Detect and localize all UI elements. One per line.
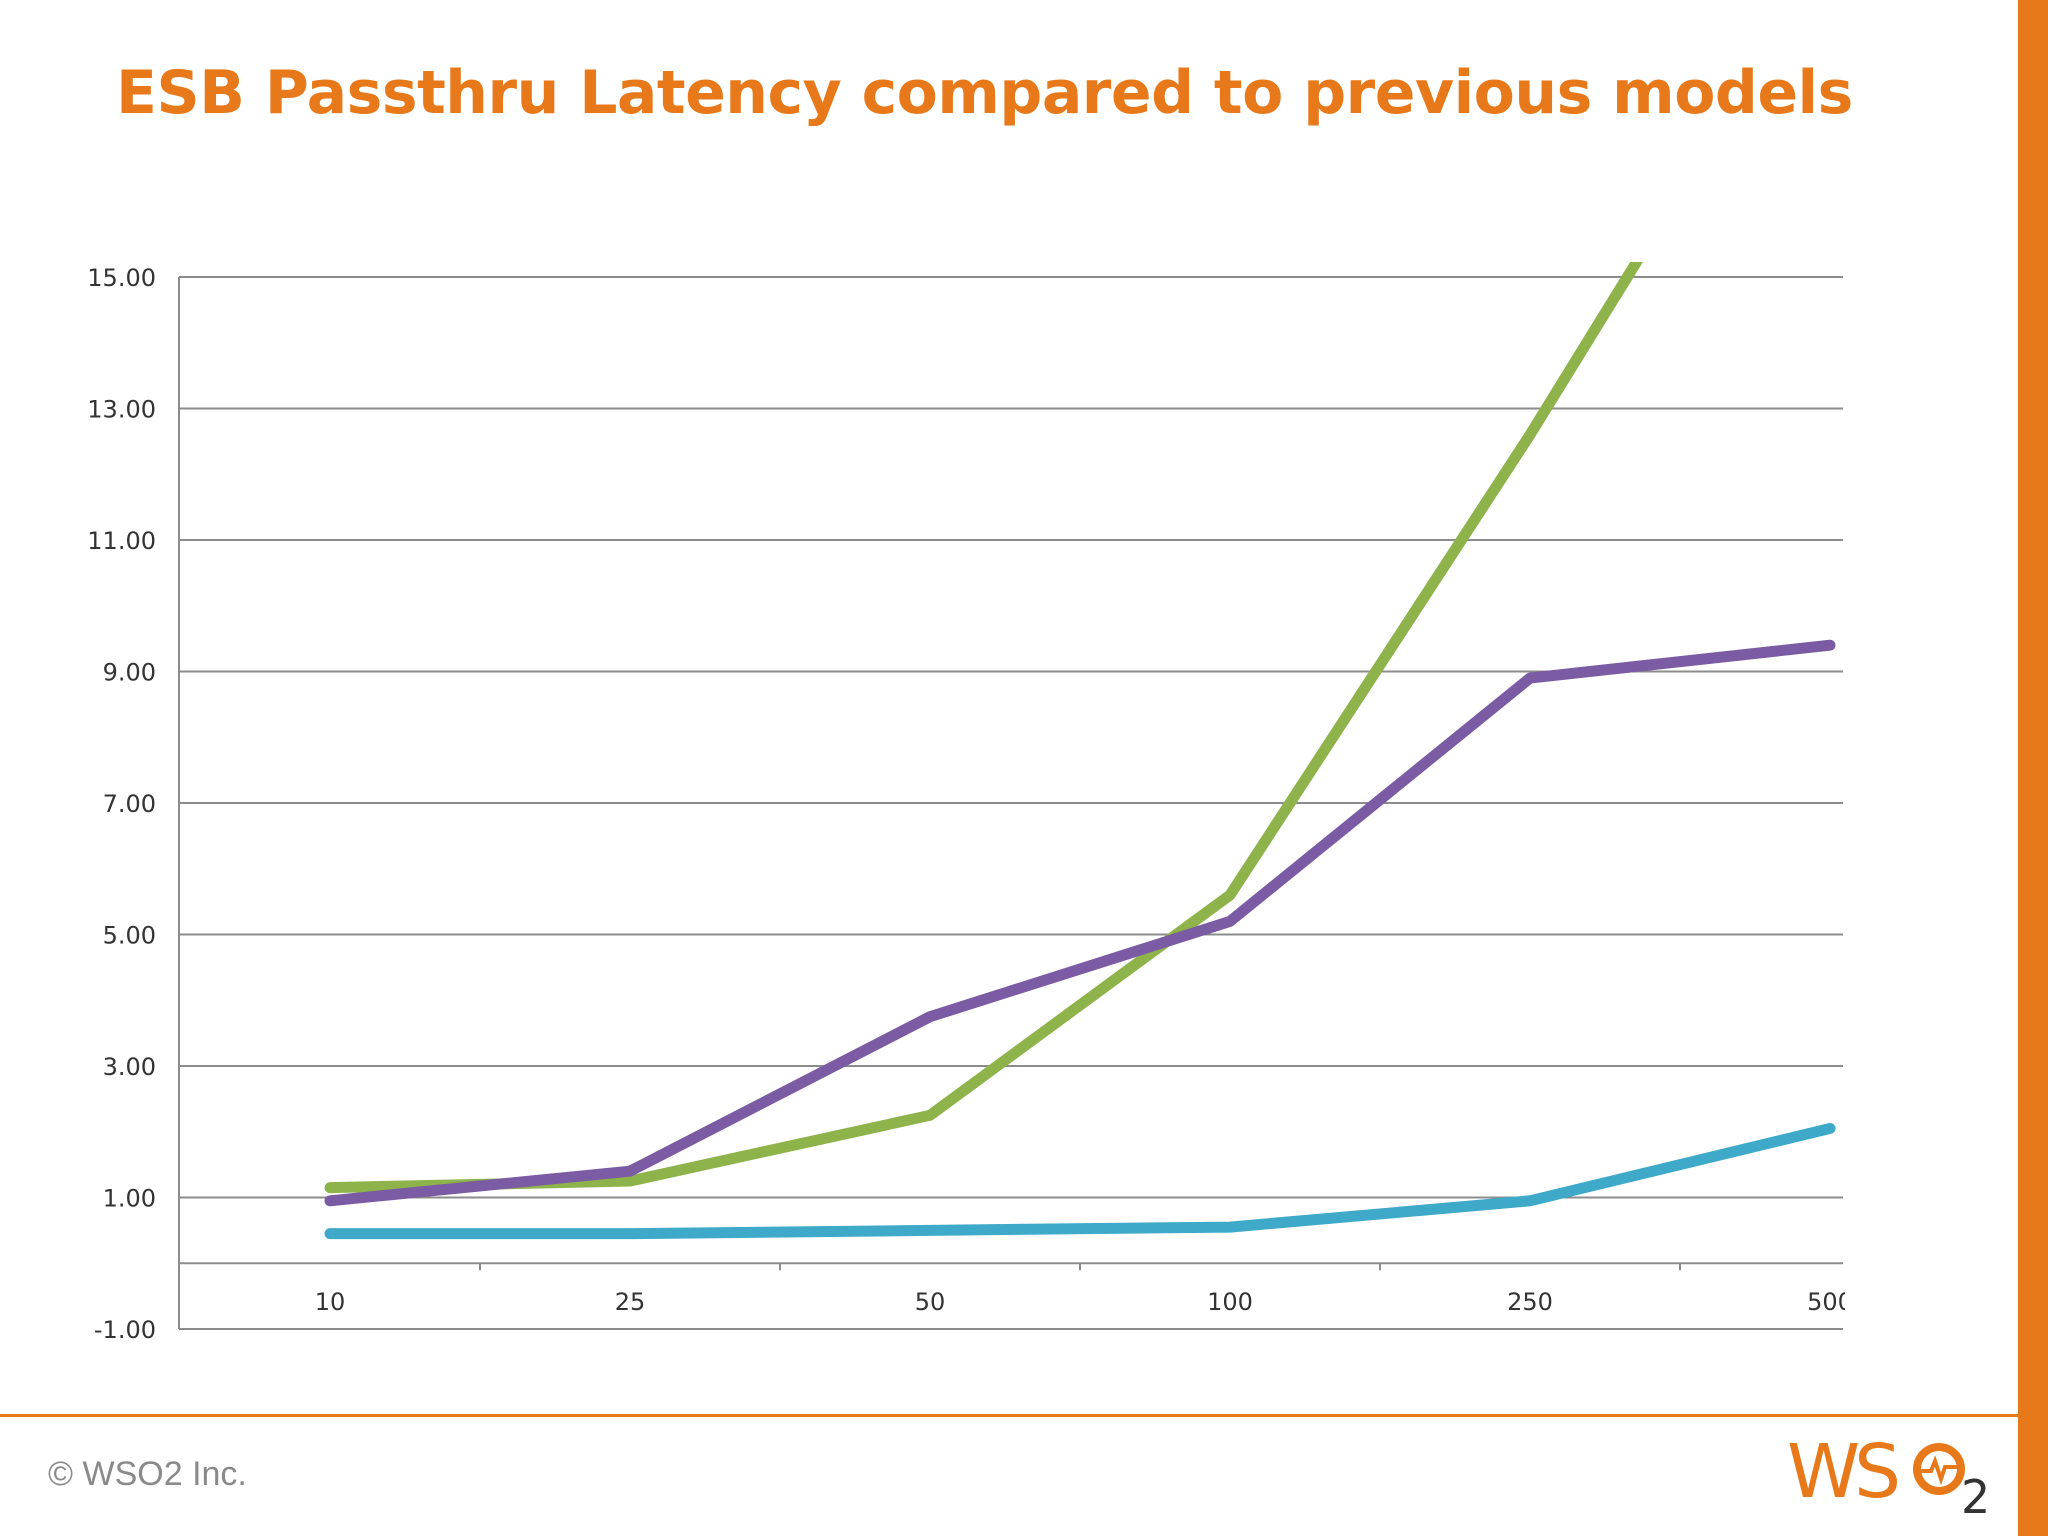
x-tick-label: 50	[915, 1288, 946, 1316]
slide-title: ESB Passthru Latency compared to previou…	[116, 58, 1853, 128]
y-axis-ticks: 15.00 13.00 11.00 9.00 7.00 5.00 3.00 1.00 -1.00	[87, 264, 156, 1344]
x-axis-ticks: 10 25 50 100 250 500	[315, 1288, 1853, 1316]
wso2-logo: WS 2	[1787, 1429, 1990, 1515]
y-tick-label: 5.00	[103, 922, 156, 950]
y-tick-label: 3.00	[103, 1053, 156, 1081]
svg-text:WS: WS	[1787, 1429, 1897, 1515]
x-tick-label: 25	[615, 1288, 646, 1316]
y-tick-label: 11.00	[87, 527, 156, 555]
x-tick-label: 10	[315, 1288, 346, 1316]
x-tick-label: 500	[1807, 1288, 1853, 1316]
y-tick-label: 9.00	[103, 659, 156, 687]
y-tick-label: 1.00	[103, 1185, 156, 1213]
y-tick-label: 7.00	[103, 790, 156, 818]
series-line-3	[324, 1122, 1836, 1240]
y-tick-label: -1.00	[94, 1316, 156, 1344]
footer-rule	[0, 1414, 2030, 1417]
svg-text:2: 2	[1961, 1470, 1990, 1515]
y-tick-label: 15.00	[87, 264, 156, 292]
x-tick-label: 100	[1207, 1288, 1253, 1316]
series-line-2	[324, 639, 1836, 1207]
series-lines	[324, 262, 1836, 1240]
y-tick-label: 13.00	[87, 396, 156, 424]
right-accent-bar	[2018, 0, 2048, 1536]
copyright-text: © WSO2 Inc.	[48, 1455, 247, 1493]
series-line-1	[324, 262, 1644, 1194]
x-tick-label: 250	[1507, 1288, 1553, 1316]
gridlines	[178, 276, 1843, 1330]
